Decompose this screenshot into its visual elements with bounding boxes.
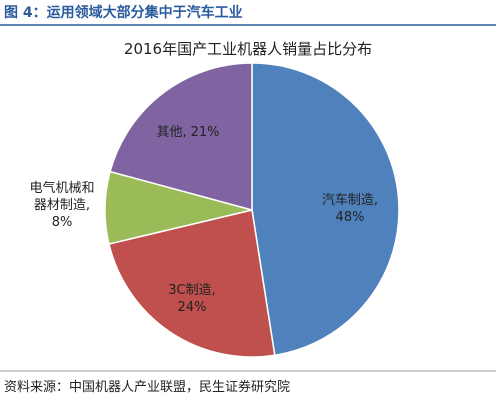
slice-category: 汽车制造,: [321, 193, 379, 208]
chart-title: 2016年国产工业机器人销量占比分布: [123, 40, 373, 58]
pie-slice: [251, 62, 400, 357]
slice-category: 3C制造,: [168, 283, 216, 298]
slice-value: 48%: [335, 210, 365, 225]
slice-label: 其他, 21%: [133, 124, 243, 141]
slice-label: 电气机械和器材制造, 8%: [19, 180, 105, 231]
slice-category: 电气机械和器材制造,: [29, 181, 95, 213]
source-note: 资料来源：中国机器人产业联盟，民生证券研究院: [4, 380, 291, 395]
slice-value: 21%: [190, 125, 220, 140]
slice-label: 3C制造, 24%: [147, 282, 237, 316]
slice-value: 8%: [51, 215, 73, 230]
header-title: 图 4：运用领域大部分集中于汽车工业: [4, 5, 243, 21]
pie-slice: [109, 62, 253, 211]
slice-label: 汽车制造, 48%: [305, 192, 395, 226]
slice-category: 其他,: [156, 125, 187, 140]
slice-value: 24%: [177, 300, 207, 315]
pie-slice: [108, 209, 276, 358]
